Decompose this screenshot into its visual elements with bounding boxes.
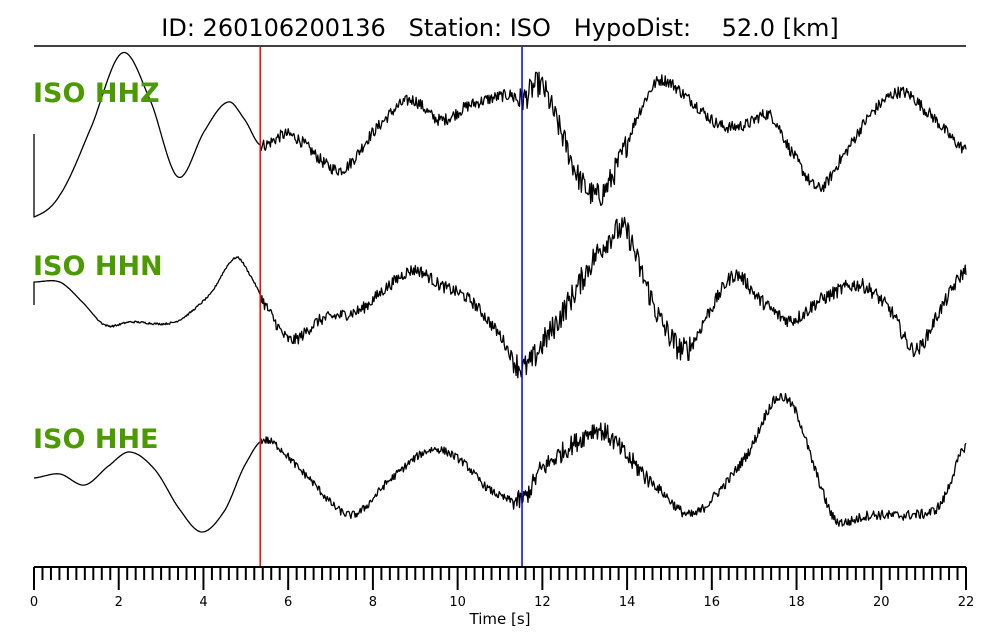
trace-iso-hhn <box>33 216 967 379</box>
trace-label-hhe: ISO HHE <box>33 424 158 455</box>
x-tick-label: 14 <box>619 595 636 610</box>
x-tick-label: 16 <box>704 595 721 610</box>
x-tick-label: 10 <box>449 595 466 610</box>
x-tick-label: 8 <box>369 595 377 610</box>
x-tick-label: 0 <box>30 595 38 610</box>
x-tick-label: 18 <box>788 595 805 610</box>
x-tick-label: 4 <box>199 595 207 610</box>
x-tick-label: 6 <box>284 595 292 610</box>
traces-group <box>33 51 967 533</box>
trace-iso-hhz <box>33 51 967 218</box>
x-tick-label: 2 <box>115 595 123 610</box>
x-axis: 0 2 4 6 8 10 12 14 16 18 20 22 <box>30 566 975 610</box>
trace-label-hhn: ISO HHN <box>33 251 163 282</box>
x-tick-label: 12 <box>534 595 551 610</box>
x-tick-label: 20 <box>873 595 890 610</box>
trace-iso-hhe <box>33 392 967 533</box>
trace-label-hhz: ISO HHZ <box>33 78 160 109</box>
picks-group <box>259 47 523 567</box>
x-axis-label: Time [s] <box>469 610 531 628</box>
x-tick-label: 22 <box>958 595 975 610</box>
chart-title: ID: 260106200136 Station: ISO HypoDist: … <box>161 14 838 42</box>
